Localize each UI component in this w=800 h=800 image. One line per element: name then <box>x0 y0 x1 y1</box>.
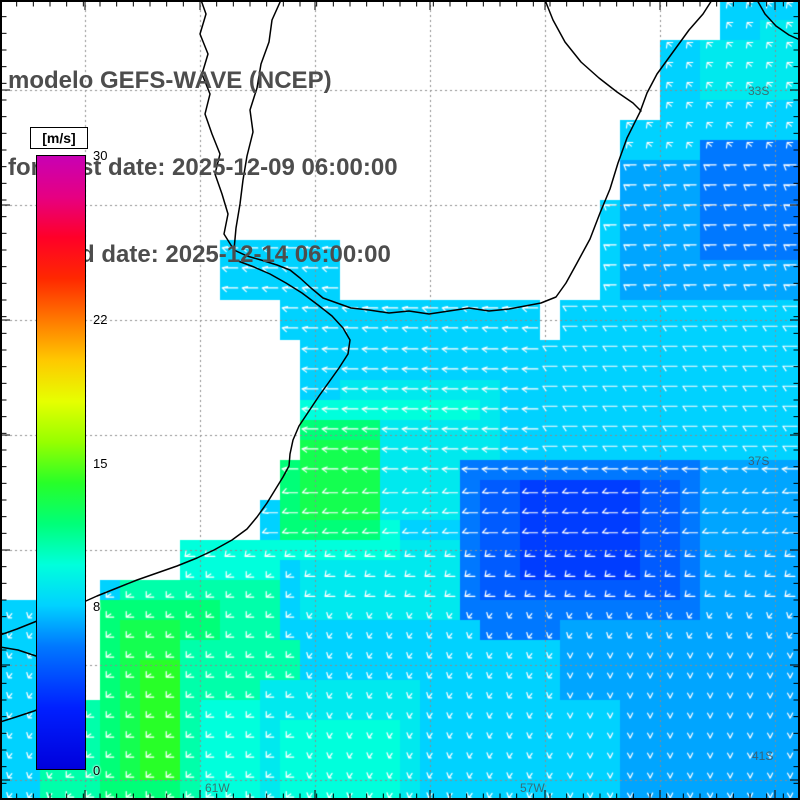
valid-date-line: valid date: 2025-12-14 06:00:00 <box>40 241 391 268</box>
colorbar-unit-label: [m/s] <box>30 127 88 149</box>
geo-label: 41S <box>752 749 773 763</box>
model-title: modelo GEFS-WAVE (NCEP) <box>8 67 332 94</box>
geo-label: 37S <box>748 454 769 468</box>
coastline-path <box>756 0 800 41</box>
coastline-path <box>233 0 282 251</box>
geo-label: 61W <box>205 781 230 795</box>
coastline-path <box>233 0 713 315</box>
geo-label: 57W <box>520 781 545 795</box>
colorbar-gradient <box>36 155 86 770</box>
coastline-path <box>0 260 351 636</box>
coastline-path <box>544 0 642 112</box>
geo-label: 33S <box>748 84 769 98</box>
coastline-path <box>199 0 235 251</box>
